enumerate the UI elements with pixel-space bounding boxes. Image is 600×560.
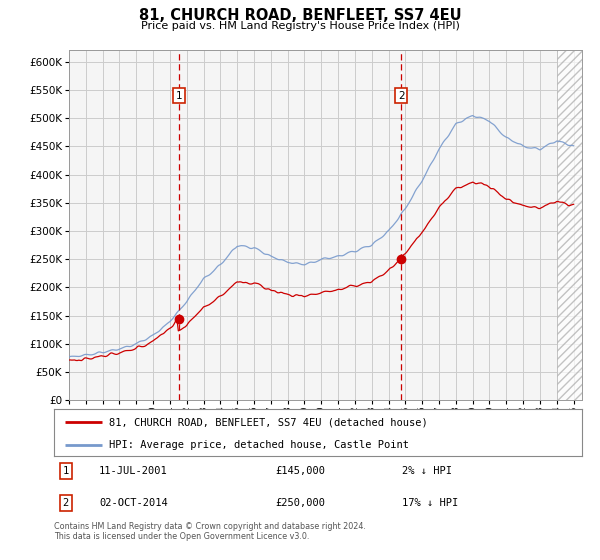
Text: 2% ↓ HPI: 2% ↓ HPI bbox=[403, 466, 452, 476]
Text: 11-JUL-2001: 11-JUL-2001 bbox=[99, 466, 167, 476]
Text: 2: 2 bbox=[62, 498, 69, 508]
Text: 2: 2 bbox=[398, 91, 404, 101]
Text: 1: 1 bbox=[62, 466, 69, 476]
Text: Contains HM Land Registry data © Crown copyright and database right 2024.
This d: Contains HM Land Registry data © Crown c… bbox=[54, 522, 366, 542]
Bar bbox=[557, 50, 582, 400]
Text: HPI: Average price, detached house, Castle Point: HPI: Average price, detached house, Cast… bbox=[109, 440, 409, 450]
Text: 02-OCT-2014: 02-OCT-2014 bbox=[99, 498, 167, 508]
Text: 1: 1 bbox=[176, 91, 182, 101]
Text: Price paid vs. HM Land Registry's House Price Index (HPI): Price paid vs. HM Land Registry's House … bbox=[140, 21, 460, 31]
Text: £250,000: £250,000 bbox=[276, 498, 326, 508]
Text: 81, CHURCH ROAD, BENFLEET, SS7 4EU (detached house): 81, CHURCH ROAD, BENFLEET, SS7 4EU (deta… bbox=[109, 417, 428, 427]
Text: 81, CHURCH ROAD, BENFLEET, SS7 4EU: 81, CHURCH ROAD, BENFLEET, SS7 4EU bbox=[139, 8, 461, 24]
Text: 17% ↓ HPI: 17% ↓ HPI bbox=[403, 498, 459, 508]
Text: £145,000: £145,000 bbox=[276, 466, 326, 476]
